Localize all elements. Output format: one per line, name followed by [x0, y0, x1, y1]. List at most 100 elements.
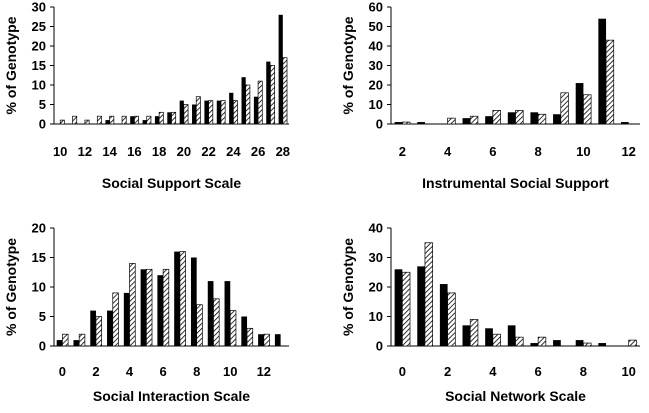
x-tick-label: 6	[159, 364, 166, 379]
chart-panel-1: 0 5 10 15 20 25 30 10 12 14 16 18 20 22 24 26 28 Social S…	[3, 0, 290, 191]
bar-solid-23	[216, 100, 221, 124]
bar-solid-11	[598, 18, 607, 125]
x-tick-label: 12	[257, 364, 271, 379]
y-tick-label: 20	[369, 78, 383, 93]
y-tick-label: 40	[369, 221, 383, 236]
bar-solid-2	[439, 284, 448, 346]
y-tick-label: 50	[369, 19, 383, 34]
bar-solid-24	[229, 92, 234, 124]
x-tick-label: 14	[102, 144, 117, 159]
bar-solid-3	[417, 122, 425, 124]
x-tick-label: 2	[444, 364, 451, 379]
x-tick-label: 0	[59, 364, 66, 379]
y-axis-title: % of Genotype	[340, 238, 356, 336]
y-tick-label: 0	[376, 117, 383, 132]
bar-hatched-16	[134, 115, 139, 125]
x-tick-label: 6	[489, 144, 496, 159]
x-tick-label: 10	[576, 144, 590, 159]
bar-solid-4	[485, 328, 493, 346]
bar-hatched-10	[628, 339, 637, 347]
y-tick-label: 40	[369, 39, 383, 54]
x-tick-label: 0	[399, 364, 406, 379]
x-tick-label: 4	[126, 364, 134, 379]
bar-hatched-5	[469, 115, 479, 125]
y-tick-label: 5	[39, 97, 46, 112]
x-axis-title: Social Support Scale	[102, 175, 241, 191]
x-tick-label: 6	[535, 364, 542, 379]
bar-hatched-15	[121, 115, 127, 125]
x-tick-label: 10	[621, 364, 635, 379]
y-tick-label: 5	[39, 309, 46, 324]
x-axis-title: Social Interaction Scale	[93, 388, 250, 404]
y-tick-label: 15	[32, 58, 46, 73]
bar-solid-9	[207, 281, 214, 346]
bar-hatched-28	[282, 57, 288, 125]
bar-hatched-8	[537, 113, 547, 125]
y-axis-title: % of Genotype	[3, 16, 19, 114]
x-tick-label: 18	[152, 144, 166, 159]
bar-solid-19	[167, 112, 172, 124]
x-tick-label: 4	[444, 144, 452, 159]
bar-hatched-4	[129, 263, 136, 347]
bar-solid-7	[553, 340, 561, 346]
y-tick-label: 0	[39, 117, 46, 132]
bar-hatched-6	[537, 336, 547, 347]
bar-hatched-3	[112, 292, 119, 347]
x-tick-label: 24	[226, 144, 241, 159]
bar-hatched-11	[246, 327, 254, 347]
x-tick-label: 10	[223, 364, 237, 379]
x-tick-label: 2	[399, 144, 406, 159]
x-tick-label: 8	[580, 364, 587, 379]
bar-hatched-10	[229, 310, 237, 347]
x-tick-label: 16	[127, 144, 141, 159]
bar-hatched-23	[220, 100, 226, 125]
bar-hatched-7	[179, 251, 186, 347]
bar-solid-6	[530, 343, 539, 346]
x-axis-title: Social Network Scale	[445, 388, 586, 404]
y-axis-title: % of Genotype	[340, 16, 356, 114]
bar-hatched-10	[583, 94, 592, 125]
y-tick-label: 20	[32, 221, 46, 236]
bar-solid-18	[154, 116, 160, 124]
bar-solid-8	[530, 112, 539, 124]
bar-hatched-2	[95, 316, 103, 347]
bar-hatched-13	[96, 115, 102, 125]
x-tick-label: 26	[251, 144, 265, 159]
y-tick-label: 60	[369, 0, 383, 15]
y-tick-label: 30	[32, 0, 46, 15]
bar-solid-5	[507, 325, 516, 346]
bar-hatched-17	[146, 115, 152, 125]
bar-hatched-14	[109, 115, 115, 125]
x-tick-label: 22	[201, 144, 215, 159]
bar-solid-8	[190, 257, 197, 346]
chart-panel-3: 0 5 10 15 20 0 2 4 6 8 10 12 Social Interaction Scal…	[3, 221, 289, 404]
bar-hatched-10	[59, 119, 65, 125]
y-tick-label: 10	[32, 280, 46, 295]
x-tick-label: 12	[621, 144, 635, 159]
bar-solid-9	[553, 114, 561, 124]
bar-solid-6	[157, 275, 164, 346]
y-tick-label: 0	[376, 339, 383, 354]
bar-solid-8	[575, 340, 584, 346]
bar-hatched-6	[492, 109, 501, 125]
y-tick-label: 0	[39, 339, 46, 354]
x-tick-label: 28	[276, 144, 290, 159]
bar-solid-2	[90, 310, 96, 346]
bar-hatched-7	[515, 109, 524, 125]
bar-solid-7	[507, 112, 516, 124]
bar-solid-14	[105, 120, 110, 124]
chart-panel-2: 0 10 20 30 40 50 60 2 4 6 8 10 12 Instrumental Social…	[340, 0, 640, 191]
bar-solid-1	[417, 266, 425, 346]
bar-hatched-21	[195, 96, 201, 125]
bar-solid-2	[394, 122, 403, 124]
x-tick-label: 20	[177, 144, 191, 159]
bar-hatched-1	[424, 242, 434, 347]
bar-hatched-11	[605, 39, 615, 125]
x-tick-label: 12	[78, 144, 92, 159]
bar-hatched-0	[401, 271, 411, 347]
bar-solid-4	[123, 292, 130, 346]
y-tick-label: 25	[32, 19, 46, 34]
bar-solid-17	[142, 120, 147, 124]
bar-solid-20	[179, 100, 184, 124]
